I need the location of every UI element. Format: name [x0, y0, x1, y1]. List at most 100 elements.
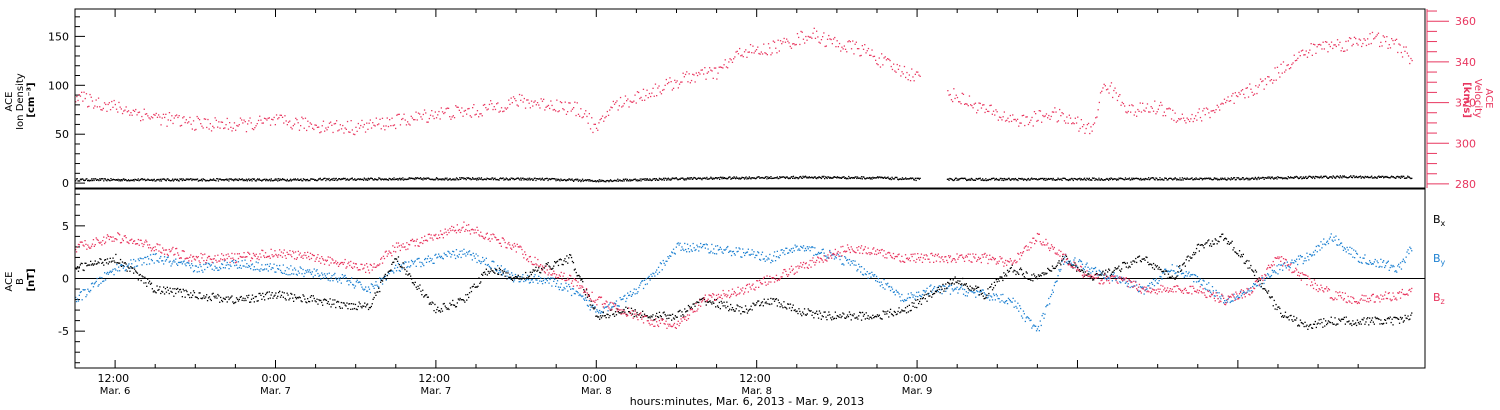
by-point [817, 253, 819, 255]
bx-point [546, 263, 548, 266]
velocity-point [106, 110, 108, 112]
velocity-point [129, 114, 131, 116]
by-point [1020, 307, 1022, 310]
by-point [948, 285, 950, 287]
velocity-point [605, 115, 607, 118]
bx-point [628, 311, 631, 313]
by-point [712, 252, 714, 254]
density-point [970, 179, 972, 181]
bx-point [300, 300, 302, 302]
density-point [995, 177, 997, 180]
bx-point [557, 264, 560, 267]
density-point [1352, 175, 1354, 177]
bx-point [603, 315, 605, 317]
density-point [1323, 176, 1325, 178]
by-point [578, 294, 580, 297]
velocity-point [1379, 45, 1381, 48]
by-point [1082, 267, 1084, 270]
density-point [480, 177, 483, 179]
density-point [407, 178, 410, 180]
bx-point [553, 265, 555, 267]
density-point [518, 178, 520, 180]
by-point [1184, 275, 1186, 277]
velocity-point [368, 122, 370, 124]
density-point [700, 178, 702, 180]
by-point [138, 259, 140, 262]
by-point [676, 243, 678, 245]
bx-point [576, 275, 578, 277]
bx-point [247, 296, 249, 299]
by-point [544, 282, 546, 284]
by-point [885, 283, 887, 285]
velocity-point [125, 106, 127, 108]
by-point [121, 264, 124, 267]
density-point [1238, 178, 1240, 180]
velocity-point [743, 51, 746, 53]
density-point [219, 178, 221, 180]
velocity-point [99, 106, 101, 108]
by-point [645, 278, 647, 280]
bx-point [184, 296, 186, 298]
velocity-point [990, 104, 992, 106]
density-point [1099, 179, 1101, 181]
bx-point [456, 302, 458, 304]
density-point [81, 178, 83, 180]
density-point [200, 179, 202, 182]
velocity-point [759, 53, 761, 55]
bx-point [502, 272, 504, 274]
velocity-point [1121, 101, 1123, 104]
velocity-point [1118, 95, 1120, 97]
velocity-point [1263, 88, 1265, 90]
density-point [817, 177, 819, 179]
bx-point [390, 269, 392, 271]
by-point [667, 256, 669, 258]
by-point [489, 266, 491, 269]
bx-point [168, 292, 170, 295]
velocity-point [550, 100, 552, 102]
velocity-point [404, 119, 406, 121]
density-point [1295, 175, 1297, 178]
bx-point [292, 297, 294, 299]
density-point [139, 179, 141, 181]
bx-point [691, 308, 693, 310]
density-point [190, 178, 192, 180]
bx-point [346, 302, 348, 304]
density-point [540, 179, 542, 181]
by-point [735, 247, 737, 249]
density-point [918, 178, 920, 180]
by-point [93, 283, 95, 285]
density-point [1067, 179, 1069, 181]
bx-point [526, 277, 529, 279]
by-point [1201, 284, 1203, 286]
velocity-point [530, 100, 533, 102]
density-point [548, 178, 550, 180]
velocity-point [1219, 109, 1221, 111]
by-point [1006, 300, 1008, 302]
bx-point [613, 315, 616, 317]
velocity-point [967, 105, 969, 107]
density-point [773, 177, 775, 179]
density-point [626, 180, 628, 182]
by-point [128, 263, 130, 265]
by-point [135, 265, 138, 267]
velocity-point [212, 125, 214, 127]
density-point [895, 176, 897, 179]
bx-point [566, 255, 568, 257]
by-point [143, 262, 145, 264]
density-point [221, 179, 223, 181]
by-point [533, 276, 535, 278]
by-point [584, 297, 587, 299]
by-point [910, 292, 912, 294]
by-point [536, 279, 538, 281]
by-point [800, 245, 802, 248]
density-point [989, 178, 991, 181]
by-point [158, 261, 160, 263]
density-point [1221, 177, 1224, 179]
by-point [599, 312, 602, 314]
density-point [784, 176, 786, 179]
velocity-point [543, 98, 545, 100]
bx-point [350, 308, 352, 310]
bx-point [624, 311, 626, 313]
by-point [1382, 261, 1384, 263]
density-point [99, 179, 102, 181]
